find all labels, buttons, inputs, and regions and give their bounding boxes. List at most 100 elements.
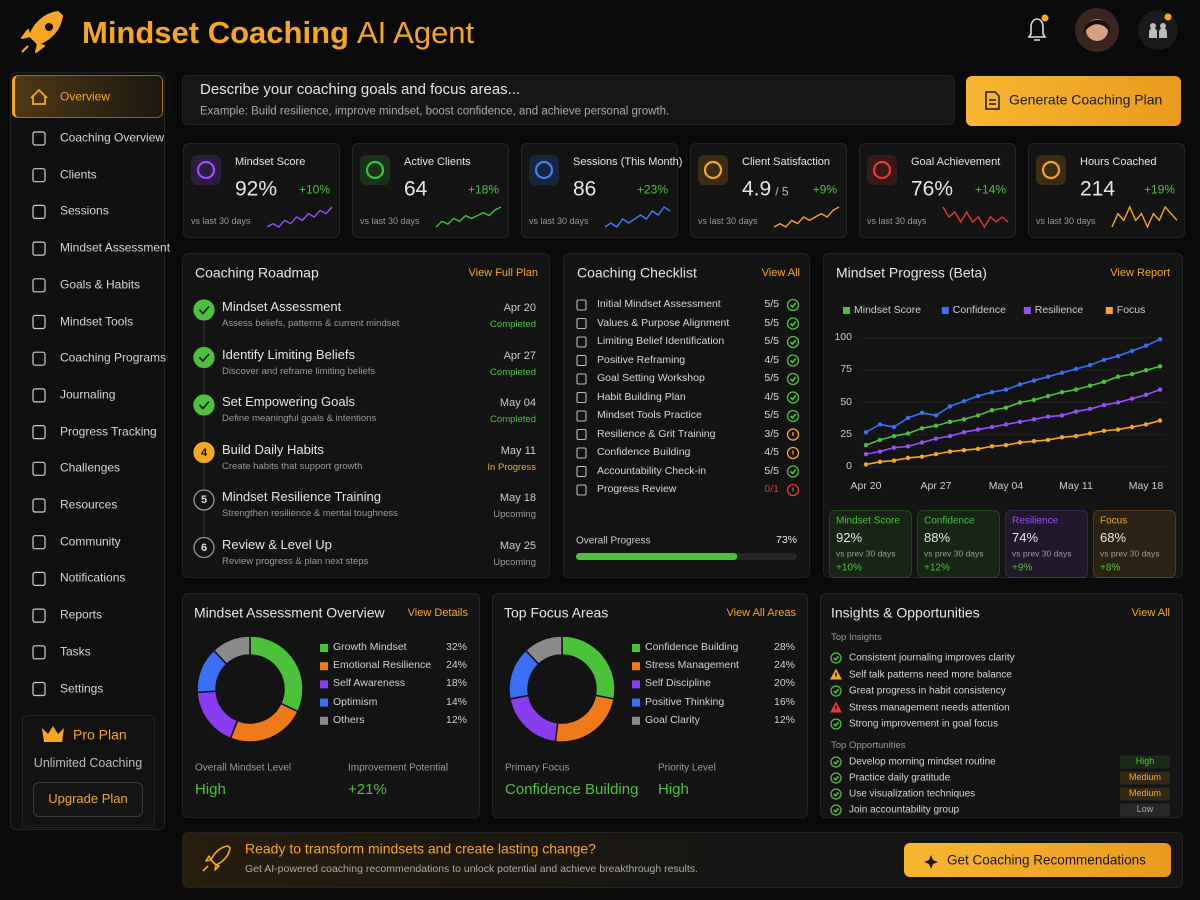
progress-value: 73% — [775, 534, 797, 547]
generate-button-label: Generate Coaching Plan — [1009, 91, 1163, 108]
checklist-score: 5/5 — [764, 335, 779, 348]
y-tick-label: 100 — [834, 331, 852, 344]
x-tick-label: May 18 — [1128, 480, 1164, 493]
summary-note: vs prev 30 days — [924, 548, 984, 559]
stat-label: Primary Focus — [505, 762, 570, 774]
checklist-label: Limiting Belief Identification — [597, 335, 725, 348]
step-date: May 04 — [499, 396, 536, 409]
panel-link: View Full Plan — [468, 266, 539, 279]
value-label: 32% — [445, 641, 467, 654]
nav-label: Journaling — [60, 387, 116, 402]
kpi-value: 76% — [911, 177, 953, 200]
legend-label: Self Awareness — [333, 677, 406, 690]
prompt-title: Describe your coaching goals and focus a… — [200, 80, 521, 98]
step-date: May 25 — [499, 539, 536, 552]
opportunity-text: Use visualization techniques — [849, 788, 976, 800]
prompt-example: Example: Build resilience, improve minds… — [200, 105, 670, 118]
stat-label: Priority Level — [658, 762, 716, 774]
summary-card — [1005, 510, 1088, 578]
stat-value: Confidence Building — [505, 780, 639, 798]
sidebar — [10, 72, 165, 830]
prompt-bar[interactable] — [182, 75, 955, 125]
checklist-label: Progress Review — [597, 483, 677, 496]
checklist-score: 5/5 — [764, 464, 779, 477]
summary-value: 88% — [924, 529, 951, 545]
legend-label: Resilience — [1034, 304, 1084, 317]
checklist-score: 4/5 — [764, 446, 779, 459]
legend-label: Mindset Score — [854, 304, 922, 317]
checklist-score: 0/1 — [764, 483, 779, 496]
priority-label: High — [1135, 756, 1155, 767]
value-label: 24% — [445, 659, 467, 672]
generate-button[interactable] — [966, 76, 1181, 126]
legend-label: Stress Management — [645, 659, 739, 672]
summary-note: vs prev 30 days — [1100, 548, 1160, 559]
step-date: Apr 27 — [503, 349, 536, 362]
value-label: 24% — [773, 659, 795, 672]
roadmap-panel — [182, 253, 550, 578]
kpi-change: +14% — [974, 182, 1006, 197]
panel-link: View All — [1131, 606, 1170, 619]
step-status: Completed — [490, 413, 536, 425]
stat-label: Improvement Potential — [348, 762, 449, 774]
step-title: Set Empowering Goals — [222, 393, 355, 409]
value-label: 12% — [773, 714, 795, 727]
legend-label: Others — [333, 714, 365, 727]
kpi-note: vs last 30 days — [529, 216, 589, 227]
legend-label: Self Discipline — [645, 677, 711, 690]
kpi-label: Sessions (This Month) — [573, 155, 683, 168]
insights-panel — [820, 593, 1183, 818]
stat-value: +21% — [348, 780, 387, 798]
upgrade-button-label: Upgrade Plan — [48, 790, 128, 806]
summary-name: Resilience — [1012, 515, 1059, 527]
kpi-note: vs last 30 days — [867, 216, 927, 227]
nav-label: Overview — [60, 89, 111, 104]
section-heading: Top Insights — [831, 631, 882, 643]
kpi-note: vs last 30 days — [191, 216, 251, 227]
panel-title: Mindset Assessment Overview — [194, 604, 385, 621]
kpi-label: Client Satisfaction — [742, 155, 831, 168]
nav-label: Mindset Tools — [60, 313, 134, 328]
kpi-note: vs last 30 days — [360, 216, 420, 227]
nav-label: Coaching Overview — [60, 130, 165, 145]
summary-note: vs prev 30 days — [1012, 548, 1072, 559]
step-status: Upcoming — [493, 556, 536, 568]
kpi-label: Goal Achievement — [911, 155, 1001, 168]
kpi-note: vs last 30 days — [1036, 216, 1096, 227]
summary-change: +12% — [924, 562, 950, 574]
checklist-score: 5/5 — [764, 372, 779, 385]
roadmap-marker-label: 6 — [200, 541, 208, 554]
summary-note: vs prev 30 days — [836, 548, 896, 559]
recommendations-button[interactable] — [904, 843, 1171, 877]
priority-label: Low — [1136, 804, 1154, 815]
kpi-value-number: 64 — [404, 177, 428, 201]
step-date: May 11 — [500, 444, 536, 457]
legend-label: Confidence Building — [645, 641, 739, 654]
summary-change: +9% — [1012, 562, 1033, 574]
value-label: 18% — [445, 677, 467, 690]
step-title: Review & Level Up — [222, 536, 332, 552]
legend-label: Positive Thinking — [645, 695, 725, 708]
nav-label: Resources — [60, 497, 118, 512]
upgrade-button[interactable] — [33, 782, 143, 817]
checklist-panel — [563, 253, 810, 578]
value-label: 12% — [445, 714, 467, 727]
nav-label: Coaching Programs — [60, 350, 167, 365]
nav-label: Progress Tracking — [60, 424, 157, 438]
checklist-score: 4/5 — [764, 390, 779, 403]
roadmap-marker-label: 5 — [200, 493, 208, 506]
summary-value: 92% — [836, 529, 863, 545]
value-label: 14% — [445, 695, 467, 708]
app-title-accent: AI Agent — [356, 14, 475, 50]
cta-subtitle: Get AI-powered coaching recommendations … — [245, 863, 698, 876]
stat-label: Overall Mindset Level — [195, 762, 292, 774]
kpi-label: Mindset Score — [235, 155, 306, 168]
nav-label: Reports — [60, 607, 103, 622]
kpi-label: Active Clients — [404, 155, 471, 168]
opportunity-text: Practice daily gratitude — [849, 772, 951, 784]
kpi-change: +10% — [298, 182, 330, 197]
nav-label: Community — [60, 534, 121, 549]
kpi-value: 4.9/ 5 — [742, 177, 789, 200]
